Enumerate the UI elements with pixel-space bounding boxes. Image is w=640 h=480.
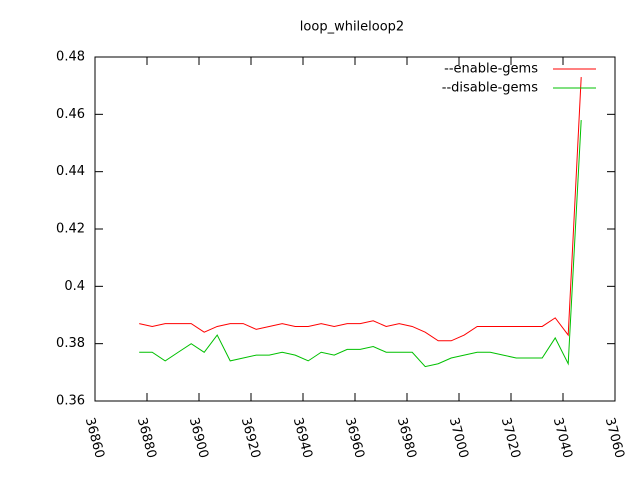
y-tick-label: 0.42 <box>56 222 85 237</box>
y-tick-label: 0.4 <box>64 279 85 294</box>
y-tick-label: 0.44 <box>56 164 85 179</box>
y-tick-label: 0.38 <box>56 336 85 351</box>
legend-label: --disable-gems <box>442 81 538 96</box>
y-tick-label: 0.36 <box>56 394 85 409</box>
chart-title: loop_whileloop2 <box>300 20 404 35</box>
series-line <box>139 120 582 368</box>
y-tick-label: 0.48 <box>56 50 85 65</box>
legend-label: --enable-gems <box>444 62 538 77</box>
y-tick-label: 0.46 <box>56 107 85 122</box>
series-line <box>139 77 582 342</box>
